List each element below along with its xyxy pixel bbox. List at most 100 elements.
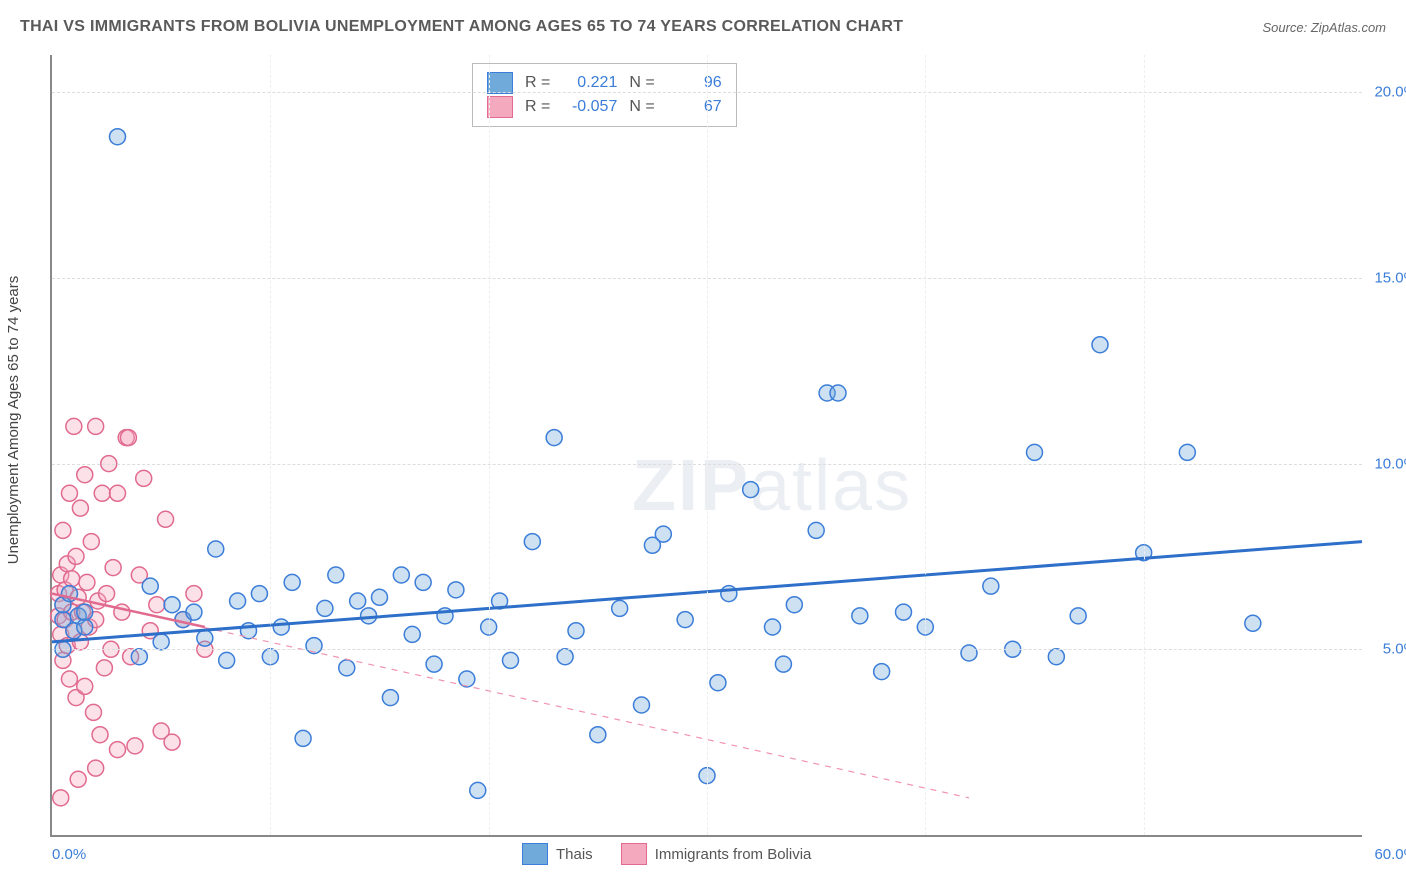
data-point xyxy=(786,597,802,613)
data-point xyxy=(328,567,344,583)
data-point xyxy=(149,597,165,613)
n-label-2: N = xyxy=(629,98,654,116)
data-point xyxy=(612,600,628,616)
y-axis-label: Unemployment Among Ages 65 to 74 years xyxy=(5,276,22,565)
r-label-2: R = xyxy=(525,98,550,116)
data-point xyxy=(415,574,431,590)
data-point xyxy=(92,727,108,743)
data-point xyxy=(896,604,912,620)
data-point xyxy=(79,574,95,590)
data-point xyxy=(765,619,781,635)
data-point xyxy=(68,548,84,564)
legend-swatch-thais xyxy=(522,843,548,865)
data-point xyxy=(382,690,398,706)
data-point xyxy=(961,645,977,661)
stats-row-thais: R = 0.221 N = 96 xyxy=(487,72,722,94)
n-value-bolivia: 67 xyxy=(667,98,722,116)
data-point xyxy=(230,593,246,609)
data-point xyxy=(470,782,486,798)
data-point xyxy=(72,500,88,516)
x-gridline xyxy=(489,55,490,835)
stats-row-bolivia: R = -0.057 N = 67 xyxy=(487,96,722,118)
data-point xyxy=(339,660,355,676)
data-point xyxy=(70,771,86,787)
data-point xyxy=(164,734,180,750)
data-point xyxy=(94,485,110,501)
data-point xyxy=(83,534,99,550)
data-point xyxy=(85,704,101,720)
data-point xyxy=(677,612,693,628)
data-point xyxy=(459,671,475,687)
data-point xyxy=(164,597,180,613)
data-point xyxy=(77,604,93,620)
data-point xyxy=(372,589,388,605)
data-point xyxy=(426,656,442,672)
data-point xyxy=(142,578,158,594)
y-tick-label: 20.0% xyxy=(1374,84,1406,101)
data-point xyxy=(77,619,93,635)
data-point xyxy=(110,742,126,758)
data-point xyxy=(127,738,143,754)
data-point xyxy=(219,652,235,668)
data-point xyxy=(721,586,737,602)
data-point xyxy=(186,586,202,602)
plot-area: ZIPatlas R = 0.221 N = 96 R = -0.057 N =… xyxy=(50,55,1362,837)
y-tick-label: 10.0% xyxy=(1374,455,1406,472)
legend-label-thais: Thais xyxy=(556,846,593,863)
x-tick-label: 60.0% xyxy=(1374,846,1406,863)
data-point xyxy=(158,511,174,527)
data-point xyxy=(393,567,409,583)
data-point xyxy=(503,652,519,668)
data-point xyxy=(77,467,93,483)
header: THAI VS IMMIGRANTS FROM BOLIVIA UNEMPLOY… xyxy=(20,18,1386,36)
r-label: R = xyxy=(525,74,550,92)
stats-box: R = 0.221 N = 96 R = -0.057 N = 67 xyxy=(472,63,737,127)
data-point xyxy=(874,664,890,680)
data-point xyxy=(557,649,573,665)
data-point xyxy=(197,630,213,646)
data-point xyxy=(110,129,126,145)
data-point xyxy=(1048,649,1064,665)
chart-title: THAI VS IMMIGRANTS FROM BOLIVIA UNEMPLOY… xyxy=(20,18,903,36)
data-point xyxy=(404,626,420,642)
data-point xyxy=(96,660,112,676)
data-point xyxy=(295,730,311,746)
data-point xyxy=(153,634,169,650)
data-point xyxy=(634,697,650,713)
data-point xyxy=(186,604,202,620)
legend-item-thais: Thais xyxy=(522,843,593,865)
x-gridline xyxy=(925,55,926,835)
data-point xyxy=(1179,444,1195,460)
data-point xyxy=(55,522,71,538)
data-point xyxy=(1092,337,1108,353)
y-tick-label: 5.0% xyxy=(1383,641,1406,658)
legend-item-bolivia: Immigrants from Bolivia xyxy=(621,843,812,865)
n-label: N = xyxy=(629,74,654,92)
data-point xyxy=(590,727,606,743)
data-point xyxy=(568,623,584,639)
data-point xyxy=(99,586,115,602)
data-point xyxy=(273,619,289,635)
x-tick-label: 0.0% xyxy=(52,846,86,863)
x-gridline xyxy=(707,55,708,835)
data-point xyxy=(77,678,93,694)
legend-swatch-bolivia xyxy=(621,843,647,865)
r-value-bolivia: -0.057 xyxy=(562,98,617,116)
data-point xyxy=(317,600,333,616)
data-point xyxy=(983,578,999,594)
data-point xyxy=(61,671,77,687)
x-gridline xyxy=(1144,55,1145,835)
data-point xyxy=(284,574,300,590)
data-point xyxy=(110,485,126,501)
data-point xyxy=(64,571,80,587)
y-tick-label: 15.0% xyxy=(1374,269,1406,286)
swatch-thais xyxy=(487,72,513,94)
data-point xyxy=(208,541,224,557)
n-value-thais: 96 xyxy=(667,74,722,92)
data-point xyxy=(743,482,759,498)
data-point xyxy=(524,534,540,550)
data-point xyxy=(350,593,366,609)
data-point xyxy=(808,522,824,538)
data-point xyxy=(1027,444,1043,460)
data-point xyxy=(251,586,267,602)
